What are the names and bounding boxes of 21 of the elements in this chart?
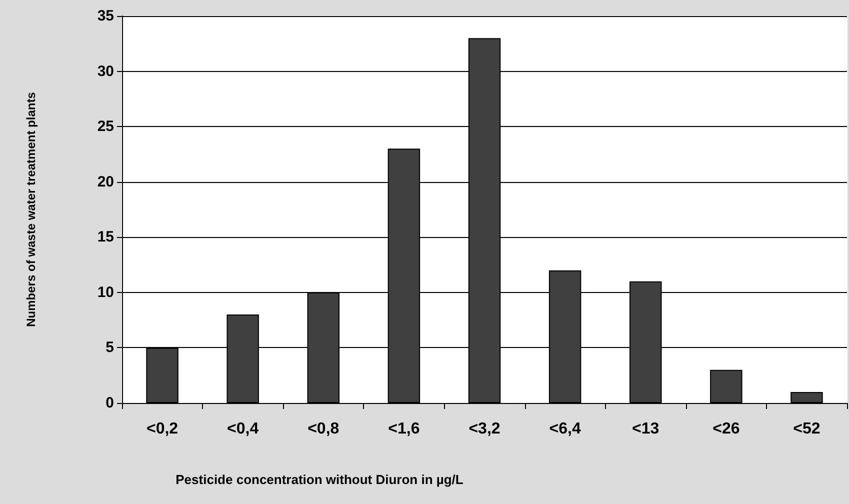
x-tick-label: <26 <box>712 420 740 438</box>
y-tick-label: 5 <box>106 339 114 356</box>
x-tick-label: <0,8 <box>308 420 340 438</box>
x-tick-label: <6,4 <box>549 420 581 438</box>
x-tick-label: <0,4 <box>227 420 259 438</box>
x-tick-label: <13 <box>632 420 660 438</box>
y-tick-label: 15 <box>97 228 114 246</box>
y-tick-label: 30 <box>97 62 114 80</box>
y-axis-title: Numbers of waste water treatment plants <box>24 92 38 327</box>
x-tick-label: <1,6 <box>388 420 420 438</box>
x-tick-label: <52 <box>793 420 820 438</box>
x-tick-label: <0,2 <box>146 420 178 438</box>
bar <box>710 370 742 403</box>
y-tick-label: 25 <box>97 118 114 136</box>
bar <box>790 392 823 403</box>
x-tick-label: <3,2 <box>468 420 500 438</box>
y-tick-label: 20 <box>97 173 114 190</box>
y-tick-label: 0 <box>106 394 114 412</box>
y-tick-label: 10 <box>97 284 114 301</box>
x-axis-title: Pesticide concentration without Diuron in µg/L <box>176 472 464 487</box>
y-tick-label: 35 <box>97 8 114 24</box>
